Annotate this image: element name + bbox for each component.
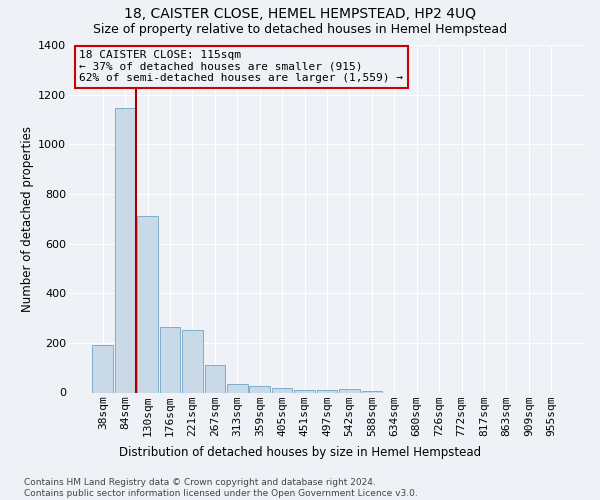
Text: 18, CAISTER CLOSE, HEMEL HEMPSTEAD, HP2 4UQ: 18, CAISTER CLOSE, HEMEL HEMPSTEAD, HP2 …	[124, 8, 476, 22]
Bar	[115, 108, 136, 393]
Text: Size of property relative to detached houses in Hemel Hempstead: Size of property relative to detached ho…	[93, 22, 507, 36]
Text: Contains HM Land Registry data © Crown copyright and database right 2024.
Contai: Contains HM Land Registry data © Crown c…	[24, 478, 418, 498]
Bar	[294, 390, 315, 392]
Bar	[272, 388, 292, 392]
Y-axis label: Number of detached properties: Number of detached properties	[21, 126, 34, 312]
Text: 18 CAISTER CLOSE: 115sqm
← 37% of detached houses are smaller (915)
62% of semi-: 18 CAISTER CLOSE: 115sqm ← 37% of detach…	[79, 50, 403, 84]
Bar	[160, 326, 181, 392]
Bar	[339, 389, 360, 392]
Text: Distribution of detached houses by size in Hemel Hempstead: Distribution of detached houses by size …	[119, 446, 481, 459]
Bar	[92, 346, 113, 393]
Bar	[182, 330, 203, 392]
Bar	[205, 365, 225, 392]
Bar	[362, 390, 382, 392]
Bar	[250, 386, 270, 392]
Bar	[227, 384, 248, 392]
Bar	[317, 390, 337, 392]
Bar	[137, 216, 158, 392]
